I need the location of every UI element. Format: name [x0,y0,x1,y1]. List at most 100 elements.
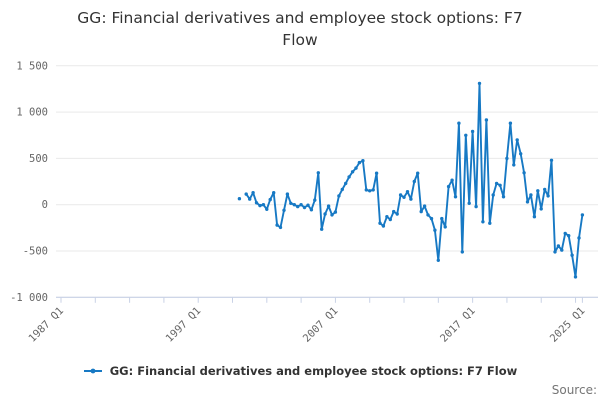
data-point-marker [474,204,478,209]
data-point-marker [498,183,502,187]
legend[interactable]: GG: Financial derivatives and employee s… [0,364,600,378]
data-point-marker [440,216,444,221]
data-point-marker [388,217,392,222]
data-point-marker [573,275,578,279]
data-point-marker [477,81,482,86]
data-point-marker [347,175,351,179]
data-point-marker [402,195,406,199]
data-point-marker [549,158,554,162]
data-point-marker [258,203,262,208]
data-point-marker [508,121,513,125]
data-point-marker [316,171,320,175]
data-point-marker [470,129,475,134]
data-point-marker [340,187,344,192]
svg-text:2007 Q1: 2007 Q1 [301,305,341,345]
data-point-marker [333,210,338,214]
svg-text:1 000: 1 000 [16,107,48,119]
data-point-marker [292,203,296,207]
data-point-marker [251,191,255,195]
data-point-marker [405,190,410,194]
data-point-marker [268,197,272,202]
legend-label: GG: Financial derivatives and employee s… [109,364,518,378]
data-point-marker [409,197,413,201]
data-point-marker [299,203,303,207]
data-point-marker [330,213,334,217]
svg-text:2025 Q1: 2025 Q1 [548,305,588,345]
svg-text:500: 500 [29,153,48,165]
data-point-marker [539,207,543,211]
chart-title-line2: Flow [282,31,318,49]
data-point-marker [577,236,581,240]
svg-text:0: 0 [42,199,48,211]
data-point-marker [374,171,379,175]
data-point-marker [436,258,440,262]
data-point-marker [350,170,355,174]
data-point-marker [357,160,362,165]
data-point-marker [546,194,550,198]
data-point-marker [467,201,471,205]
data-point-marker [398,193,403,197]
data-point-marker [302,205,307,210]
data-point-marker [491,193,495,197]
data-point-marker [237,197,242,201]
data-point-marker [354,166,358,170]
data-point-marker [563,231,567,236]
data-point-marker [344,181,348,186]
data-point-marker [450,178,454,182]
data-point-marker [570,253,574,257]
source-label: Source: [551,383,597,397]
svg-text:1 500: 1 500 [16,60,48,72]
data-point-marker [282,208,286,212]
data-point-marker [392,209,396,214]
data-point-marker [323,212,327,216]
svg-text:-1 000: -1 000 [10,292,48,304]
data-point-marker [519,152,523,156]
data-point-marker [580,213,585,217]
series-line-group[interactable] [237,81,585,279]
data-point-marker [371,188,375,192]
data-point-marker [419,209,423,214]
data-point-marker [395,212,399,216]
legend-line-marker-icon [83,368,102,374]
gridlines [56,65,598,298]
data-point-marker [553,250,557,254]
data-point-marker [446,184,451,189]
data-point-marker [261,203,266,207]
data-point-marker [512,163,516,167]
data-point-marker [385,215,389,219]
data-point-marker [320,227,324,231]
chart-title: GG: Financial derivatives and employee s… [30,7,570,51]
chart-title-line1: GG: Financial derivatives and employee s… [77,9,523,27]
data-point-marker [296,204,300,209]
data-point-marker [313,198,317,202]
data-point-marker [306,203,310,207]
data-point-marker [536,189,540,193]
data-point-marker [484,118,489,122]
data-point-marker [460,250,464,254]
data-point-marker [381,224,386,228]
data-point-marker [464,133,468,137]
data-point-marker [248,197,252,201]
data-point-marker [426,213,430,217]
data-point-marker [501,195,506,199]
svg-text:1997 Q1: 1997 Q1 [164,305,204,345]
data-point-marker [494,181,499,186]
data-point-marker [433,228,437,232]
x-axis [56,296,598,303]
data-point-marker [326,204,331,208]
data-point-marker [453,195,458,199]
data-point-marker [532,215,537,219]
data-point-marker [364,188,368,192]
svg-text:-500: -500 [23,246,48,258]
data-point-marker [515,138,519,142]
data-point-marker [567,234,571,238]
data-point-marker [529,193,533,197]
data-point-marker [422,204,427,208]
data-point-marker [525,200,530,204]
svg-text:2017 Q1: 2017 Q1 [438,305,478,345]
data-point-marker [309,208,314,212]
data-point-marker [278,225,283,230]
data-point-marker [337,194,341,198]
